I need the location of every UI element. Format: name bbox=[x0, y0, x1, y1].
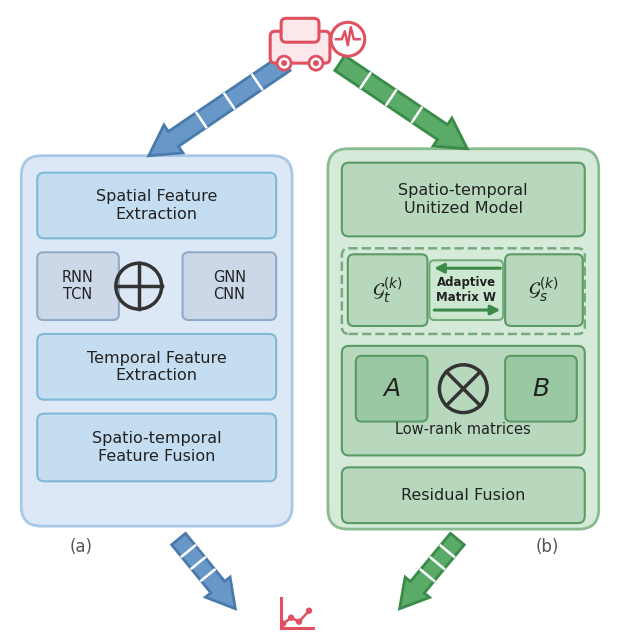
FancyBboxPatch shape bbox=[342, 163, 585, 236]
Circle shape bbox=[307, 608, 311, 613]
Polygon shape bbox=[172, 533, 235, 609]
Text: $\mathcal{G}_t^{(k)}$: $\mathcal{G}_t^{(k)}$ bbox=[372, 275, 403, 305]
FancyBboxPatch shape bbox=[348, 254, 428, 326]
Text: (a): (a) bbox=[70, 538, 93, 556]
FancyBboxPatch shape bbox=[182, 252, 276, 320]
Text: (b): (b) bbox=[535, 538, 559, 556]
Polygon shape bbox=[400, 533, 464, 609]
FancyBboxPatch shape bbox=[21, 156, 292, 526]
Text: GNN
CNN: GNN CNN bbox=[213, 270, 246, 302]
FancyBboxPatch shape bbox=[342, 467, 585, 523]
FancyBboxPatch shape bbox=[37, 413, 276, 481]
FancyBboxPatch shape bbox=[356, 356, 428, 422]
FancyBboxPatch shape bbox=[270, 31, 330, 63]
Text: Low-rank matrices: Low-rank matrices bbox=[396, 422, 531, 437]
Circle shape bbox=[309, 56, 323, 70]
FancyBboxPatch shape bbox=[342, 346, 585, 456]
FancyBboxPatch shape bbox=[342, 248, 585, 334]
FancyBboxPatch shape bbox=[37, 173, 276, 238]
Text: $B$: $B$ bbox=[532, 377, 550, 401]
FancyBboxPatch shape bbox=[505, 254, 583, 326]
Text: RNN
TCN: RNN TCN bbox=[62, 270, 94, 302]
Text: $\mathcal{G}_s^{(k)}$: $\mathcal{G}_s^{(k)}$ bbox=[528, 276, 559, 305]
FancyBboxPatch shape bbox=[37, 252, 119, 320]
Circle shape bbox=[281, 60, 287, 66]
Circle shape bbox=[281, 621, 286, 626]
FancyBboxPatch shape bbox=[328, 148, 599, 529]
Text: Spatio-temporal
Feature Fusion: Spatio-temporal Feature Fusion bbox=[92, 431, 221, 463]
Text: Spatio-temporal
Unitized Model: Spatio-temporal Unitized Model bbox=[399, 183, 528, 216]
FancyBboxPatch shape bbox=[37, 334, 276, 399]
Circle shape bbox=[331, 22, 365, 56]
Text: Adaptive
Matrix W: Adaptive Matrix W bbox=[436, 276, 496, 304]
FancyBboxPatch shape bbox=[505, 356, 577, 422]
Polygon shape bbox=[335, 56, 467, 148]
Circle shape bbox=[277, 56, 291, 70]
Text: Residual Fusion: Residual Fusion bbox=[401, 488, 525, 503]
Circle shape bbox=[313, 60, 319, 66]
FancyBboxPatch shape bbox=[281, 19, 319, 42]
Text: Spatial Feature
Extraction: Spatial Feature Extraction bbox=[96, 189, 218, 221]
Polygon shape bbox=[149, 56, 290, 156]
Text: $A$: $A$ bbox=[383, 377, 401, 401]
Circle shape bbox=[289, 615, 294, 620]
Circle shape bbox=[297, 619, 302, 624]
Text: Temporal Feature
Extraction: Temporal Feature Extraction bbox=[87, 351, 227, 383]
FancyBboxPatch shape bbox=[430, 260, 503, 320]
